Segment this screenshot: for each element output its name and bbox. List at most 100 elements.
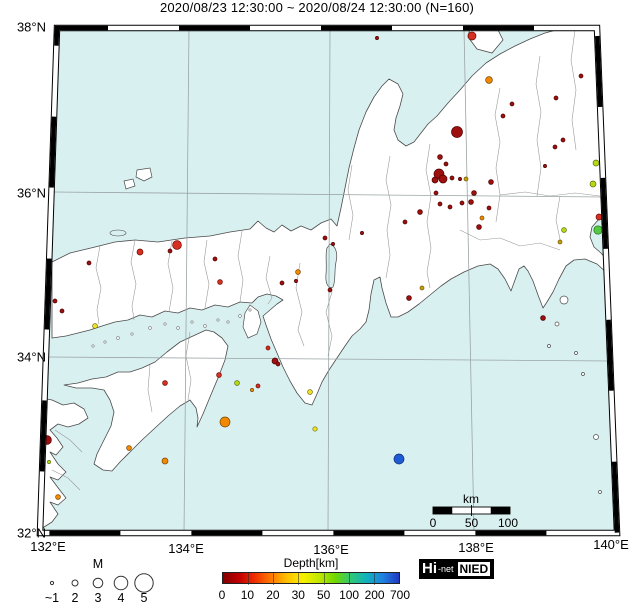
- colorbar-tick: [298, 573, 300, 585]
- earthquake-marker: [500, 113, 506, 119]
- magnitude-legend-label: 4: [118, 591, 125, 605]
- earthquake-marker: [55, 494, 61, 500]
- map-frame: [36, 24, 621, 537]
- earthquake-marker: [459, 200, 465, 206]
- earthquake-marker: [327, 287, 333, 293]
- earthquake-marker: [433, 190, 439, 196]
- earthquake-marker: [486, 205, 492, 211]
- earthquake-marker: [216, 372, 222, 378]
- earthquake-marker: [406, 295, 412, 301]
- earthquake-marker: [136, 248, 144, 256]
- earthquake-marker: [561, 227, 567, 233]
- earthquake-marker: [471, 190, 477, 196]
- island-oki: [123, 167, 153, 190]
- earthquake-marker: [59, 308, 65, 314]
- magnitude-legend-circle: [92, 577, 104, 589]
- earthquake-marker: [393, 453, 405, 465]
- earthquake-marker: [593, 225, 603, 235]
- earthquake-marker: [86, 260, 92, 266]
- earthquake-marker: [312, 426, 318, 432]
- earthquake-marker: [217, 279, 223, 285]
- earthquake-marker: [438, 174, 448, 184]
- depth-colorbar-labels: 0 10 20 30 50 100 200 700: [210, 588, 430, 603]
- logo-net: -net: [438, 564, 454, 574]
- gridline: [183, 28, 190, 533]
- axis-label-lon: 140°E: [593, 537, 629, 552]
- earthquake-marker: [331, 242, 335, 246]
- magnitude-legend-label: ~1: [45, 591, 59, 605]
- earthquake-marker: [437, 154, 443, 160]
- earthquake-marker: [463, 176, 469, 182]
- magnitude-legend-circle: [71, 579, 79, 587]
- colorbar-tick: [248, 573, 250, 585]
- earthquake-marker: [479, 215, 485, 221]
- magnitude-legend-title: M: [93, 557, 103, 571]
- hinet-nied-logo[interactable]: Hi -net NIED: [419, 559, 495, 579]
- earthquake-marker: [589, 180, 597, 188]
- magnitude-legend-label: 3: [95, 591, 102, 605]
- depth-legend-title: Depth[km]: [283, 556, 339, 570]
- earthquake-marker: [47, 460, 51, 464]
- axis-label-lon: 136°E: [313, 542, 349, 555]
- scalebar-segment: [433, 507, 453, 514]
- earthquake-marker: [468, 199, 474, 205]
- earthquake-marker: [595, 213, 603, 221]
- coastline-shikoku: [63, 329, 229, 472]
- earthquake-marker: [162, 380, 168, 386]
- graticule: [46, 28, 611, 533]
- earthquake-marker: [250, 388, 254, 392]
- earthquake-marker: [417, 209, 423, 215]
- gridline: [327, 28, 331, 533]
- earthquake-marker: [234, 380, 240, 386]
- earthquake-marker: [126, 445, 132, 451]
- earthquake-marker: [509, 101, 515, 107]
- magnitude-legend: M ~1 2 3 4 5: [45, 557, 154, 605]
- earthquake-marker: [543, 164, 547, 168]
- earthquake-markers: [42, 31, 603, 500]
- earthquake-marker: [485, 76, 493, 84]
- gridline: [46, 356, 611, 362]
- scalebar-tick-label: 0: [430, 516, 437, 530]
- magnitude-legend-circle: [113, 575, 129, 591]
- colorbar-tick-label: 10: [240, 588, 255, 602]
- scale-bar: km 0 50 100: [430, 492, 519, 530]
- earthquake-marker: [402, 219, 408, 225]
- islets-inland-sea: [91, 308, 252, 348]
- colorbar-tick-label: 20: [266, 588, 280, 602]
- colorbar-tick: [323, 573, 325, 585]
- earthquake-marker: [255, 383, 261, 389]
- earthquake-marker: [294, 279, 298, 283]
- earthquake-marker: [265, 345, 271, 351]
- coastline-honshu: [51, 28, 608, 406]
- earthquake-marker: [476, 224, 482, 230]
- earthquake-marker: [437, 201, 443, 207]
- axis-label-lat: 36°N: [17, 185, 46, 200]
- axis-label-lon: 138°E: [458, 540, 494, 555]
- earthquake-marker: [322, 235, 328, 241]
- coastline-kyushu: [41, 397, 89, 531]
- axis-label-lat: 32°N: [17, 525, 46, 540]
- earthquake-marker: [375, 36, 379, 40]
- page-title: 2020/08/23 12:30:00 ~ 2020/08/24 12:30:0…: [159, 0, 475, 15]
- scalebar-tick-label: 100: [498, 516, 518, 530]
- earthquake-marker: [295, 269, 301, 275]
- earthquake-marker: [488, 179, 494, 185]
- earthquake-marker: [307, 389, 313, 395]
- axis-label-lat: 38°N: [17, 19, 46, 34]
- scalebar-tick-label: 50: [465, 516, 479, 530]
- earthquake-marker: [167, 248, 173, 254]
- axis-label-lat: 34°N: [17, 349, 46, 364]
- earthquake-marker: [592, 159, 600, 167]
- axis-label-lon: 134°E: [168, 541, 204, 555]
- lake-biwa: [325, 243, 338, 289]
- earthquake-marker: [451, 126, 463, 138]
- axis-label-lon: 132°E: [30, 539, 66, 554]
- earthquake-marker: [458, 177, 462, 181]
- colorbar-tick-label: 50: [317, 588, 331, 602]
- earthquake-marker: [172, 240, 182, 250]
- earthquake-marker: [443, 161, 449, 167]
- scalebar-segment: [490, 507, 510, 514]
- colorbar-tick-label: 30: [291, 588, 305, 602]
- earthquake-marker: [578, 73, 584, 79]
